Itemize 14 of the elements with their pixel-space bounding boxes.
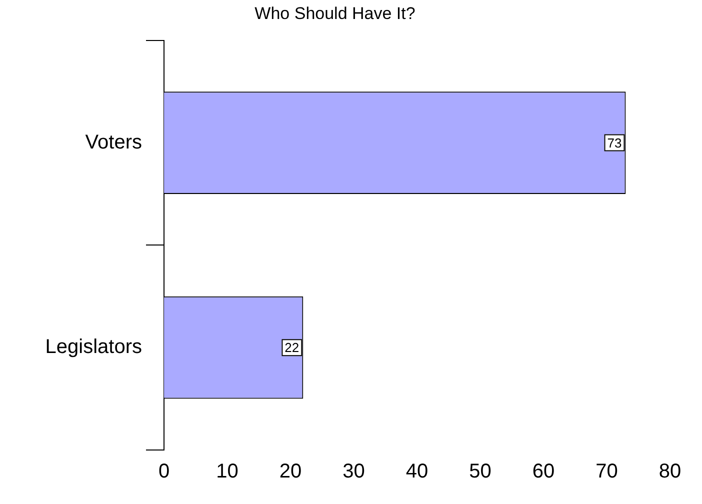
- x-tick-label: 40: [406, 460, 428, 483]
- data-label: 22: [284, 340, 300, 356]
- x-tick-label: 20: [279, 460, 302, 483]
- x-tick-label: 30: [342, 460, 365, 483]
- y-tick-label: Voters: [85, 131, 142, 154]
- x-tick-label: 70: [596, 460, 618, 483]
- chart-title: Who Should Have It?: [254, 4, 416, 23]
- x-tick-label: 10: [216, 460, 238, 483]
- y-tick-label: Legislators: [45, 336, 142, 358]
- x-tick-label: 0: [158, 460, 170, 483]
- x-tick-label: 50: [469, 460, 492, 483]
- x-tick-label: 60: [532, 460, 555, 483]
- data-label: 73: [607, 135, 622, 150]
- x-tick-label: 80: [658, 460, 682, 483]
